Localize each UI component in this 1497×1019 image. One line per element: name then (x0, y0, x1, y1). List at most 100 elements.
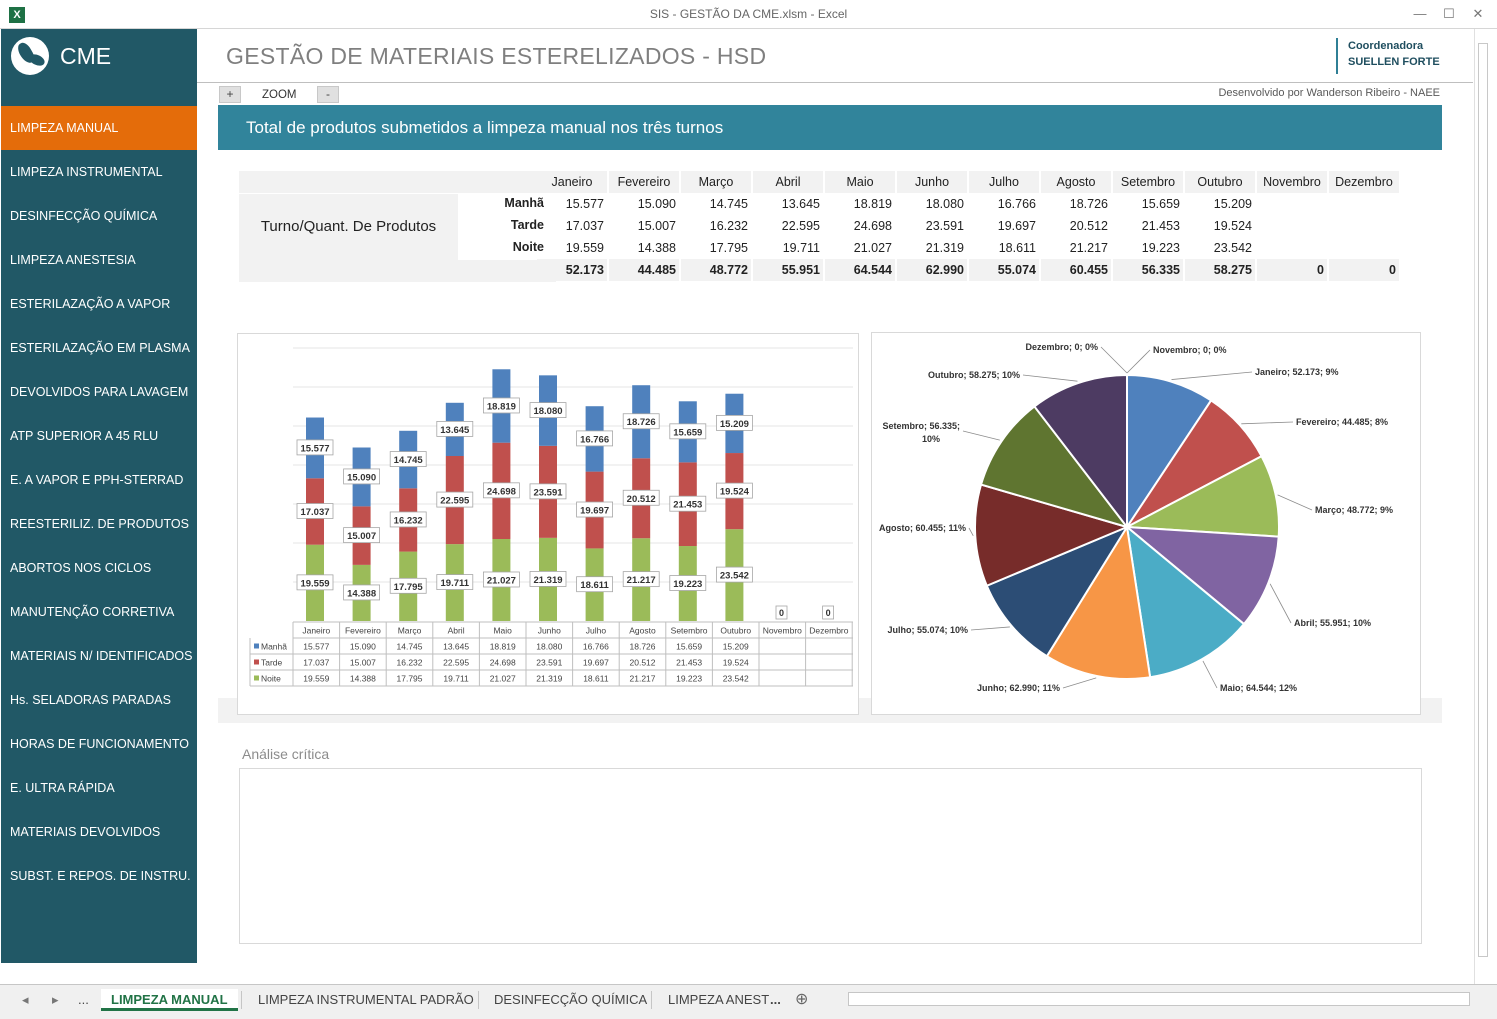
table-cell[interactable]: 15.577 (565, 197, 604, 211)
minimize-button[interactable]: — (1413, 6, 1427, 21)
total-cell[interactable]: 60.455 (1041, 259, 1111, 281)
total-cell[interactable]: 0 (1257, 259, 1327, 281)
table-cell[interactable]: 16.766 (997, 197, 1036, 211)
month-header[interactable]: Julho (969, 171, 1039, 193)
table-cell[interactable]: 14.745 (709, 197, 748, 211)
sidebar-item-14[interactable]: HORAS DE FUNCIONAMENTO (10, 737, 189, 751)
total-cell[interactable]: 55.951 (753, 259, 823, 281)
tab-limpeza-instrumental-padrao[interactable]: LIMPEZA INSTRUMENTAL PADRÃO (258, 992, 474, 1007)
table-cell[interactable]: 18.819 (853, 197, 892, 211)
table-cell[interactable]: 21.453 (1141, 219, 1180, 233)
tab-overflow[interactable]: ... (770, 992, 781, 1007)
table-cell[interactable] (1257, 193, 1327, 215)
table-cell[interactable] (1257, 215, 1327, 237)
slice-label: Abril; 55.951; 10% (1294, 618, 1371, 628)
month-header[interactable]: Outubro (1185, 171, 1255, 193)
table-cell[interactable] (1329, 237, 1399, 259)
month-header[interactable]: Maio (825, 171, 895, 193)
table-cell[interactable]: 13.645 (781, 197, 820, 211)
sidebar-item-5[interactable]: ESTERILAZAÇÃO EM PLASMA (10, 341, 190, 355)
month-header[interactable]: Agosto (1041, 171, 1111, 193)
month-header[interactable]: Novembro (1257, 171, 1327, 193)
sidebar-item-4[interactable]: ESTERILAZAÇÃO A VAPOR (10, 297, 171, 311)
table-cell[interactable]: 19.697 (997, 219, 1036, 233)
table-cell[interactable]: 15.007 (637, 219, 676, 233)
month-header[interactable]: Janeiro (537, 171, 607, 193)
table-cell[interactable]: 21.027 (853, 241, 892, 255)
table-cell[interactable]: 15.209 (1213, 197, 1252, 211)
sidebar-item-3[interactable]: LIMPEZA ANESTESIA (10, 253, 136, 267)
table-cell[interactable] (1257, 237, 1327, 259)
sidebar-item-17[interactable]: SUBST. E REPOS. DE INSTRU. (10, 869, 191, 883)
total-cell[interactable]: 44.485 (609, 259, 679, 281)
zoom-out-button[interactable]: - (317, 86, 339, 103)
total-cell[interactable]: 58.275 (1185, 259, 1255, 281)
tab-scroll-left-icon[interactable]: ◂ (22, 992, 29, 1007)
tab-limpeza-anest[interactable]: LIMPEZA ANEST (668, 992, 770, 1007)
sidebar-item-6[interactable]: DEVOLVIDOS PARA LAVAGEM (10, 385, 189, 399)
sidebar-item-12[interactable]: MATERIAIS N/ IDENTIFICADOS (10, 649, 193, 663)
sidebar-item-2[interactable]: DESINFECÇÃO QUÍMICA (10, 209, 158, 223)
sidebar-item-0[interactable]: LIMPEZA MANUAL (1, 106, 197, 150)
table-cell[interactable]: 19.223 (1141, 241, 1180, 255)
horizontal-scrollbar[interactable] (848, 992, 1470, 1006)
table-cell[interactable]: 15.659 (1141, 197, 1180, 211)
sidebar-item-15[interactable]: E. ULTRA RÁPIDA (10, 781, 115, 795)
table-cell[interactable]: 15.090 (637, 197, 676, 211)
table-cell[interactable]: 24.698 (853, 219, 892, 233)
total-cell[interactable]: 0 (1329, 259, 1399, 281)
month-header[interactable]: Fevereiro (609, 171, 679, 193)
month-header[interactable]: Setembro (1113, 171, 1183, 193)
stacked-bar-chart[interactable]: 19.559 17.037 15.577 14.388 15.007 15.090 17.7… (237, 333, 859, 715)
table-cell[interactable]: 23.542 (1213, 241, 1252, 255)
vertical-scrollbar[interactable] (1474, 29, 1491, 984)
vertical-scroll-thumb[interactable] (1478, 43, 1488, 957)
data-label: 15.659 (673, 427, 702, 438)
table-cell[interactable]: 18.726 (1069, 197, 1108, 211)
tab-more-button[interactable]: ... (78, 992, 89, 1007)
sidebar-item-13[interactable]: Hs. SELADORAS PARADAS (10, 693, 171, 707)
table-cell[interactable]: 16.232 (709, 219, 748, 233)
total-cell[interactable]: 62.990 (897, 259, 967, 281)
table-cell[interactable]: 21.217 (1069, 241, 1108, 255)
sidebar-item-8[interactable]: E. A VAPOR E PPH-STERRAD (10, 473, 184, 487)
table-cell[interactable]: 17.037 (565, 219, 604, 233)
pie-chart[interactable]: Janeiro; 52.173; 9% Fevereiro; 44.485; 8%… (871, 332, 1421, 715)
analysis-textbox[interactable] (239, 768, 1422, 944)
sidebar-item-7[interactable]: ATP SUPERIOR A 45 RLU (10, 429, 159, 443)
sidebar-item-10[interactable]: ABORTOS NOS CICLOS (10, 561, 152, 575)
table-cell[interactable]: 17.795 (709, 241, 748, 255)
table-cell[interactable]: 22.595 (781, 219, 820, 233)
month-header[interactable]: Junho (897, 171, 967, 193)
table-cell[interactable] (1329, 193, 1399, 215)
sidebar-item-9[interactable]: REESTERILIZ. DE PRODUTOS (10, 517, 189, 531)
table-cell[interactable]: 20.512 (1069, 219, 1108, 233)
total-cell[interactable]: 48.772 (681, 259, 751, 281)
table-cell[interactable]: 21.319 (925, 241, 964, 255)
add-sheet-icon[interactable]: ⊕ (795, 991, 809, 1008)
month-header[interactable]: Dezembro (1329, 171, 1399, 193)
table-cell[interactable]: 19.524 (1213, 219, 1252, 233)
tab-scroll-right-icon[interactable]: ▸ (52, 992, 59, 1007)
table-cell[interactable]: 18.611 (998, 241, 1036, 255)
table-cell[interactable]: 19.711 (782, 241, 820, 255)
close-button[interactable]: ✕ (1472, 6, 1484, 21)
table-cell[interactable]: 23.591 (925, 219, 964, 233)
sidebar-item-1[interactable]: LIMPEZA INSTRUMENTAL (10, 165, 163, 179)
table-cell[interactable]: 19.559 (565, 241, 604, 255)
table-cell[interactable] (1329, 215, 1399, 237)
sidebar-item-16[interactable]: MATERIAIS DEVOLVIDOS (10, 825, 161, 839)
tab-desinfeccao-quimica[interactable]: DESINFECÇÃO QUÍMICA (494, 992, 648, 1007)
month-header[interactable]: Março (681, 171, 751, 193)
total-cell[interactable]: 52.173 (537, 259, 607, 281)
total-cell[interactable]: 56.335 (1113, 259, 1183, 281)
maximize-button[interactable]: ☐ (1443, 6, 1455, 21)
sidebar-item-11[interactable]: MANUTENÇÃO CORRETIVA (10, 605, 175, 619)
table-cell[interactable]: 14.388 (637, 241, 676, 255)
table-cell[interactable]: 18.080 (925, 197, 964, 211)
month-header[interactable]: Abril (753, 171, 823, 193)
total-cell[interactable]: 64.544 (825, 259, 895, 281)
total-cell[interactable]: 55.074 (969, 259, 1039, 281)
tab-limpeza-manual[interactable]: LIMPEZA MANUAL (101, 989, 238, 1011)
zoom-in-button[interactable]: + (219, 86, 241, 103)
